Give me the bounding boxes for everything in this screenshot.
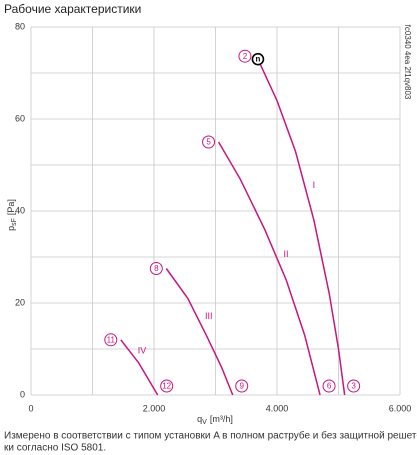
curve-name: II [283, 249, 288, 259]
point-marker [238, 49, 252, 63]
x-tick-label: 2.000 [143, 403, 166, 413]
point-marker-label: 9 [239, 382, 244, 391]
curve-name: IV [138, 346, 147, 356]
point-marker [149, 262, 163, 275]
curve-name: III [205, 311, 213, 321]
y-tick-label: 0 [20, 389, 25, 399]
x-tick-label: 0 [28, 403, 33, 413]
point-marker-label: 12 [162, 382, 171, 391]
point-marker-label: 5 [206, 138, 211, 147]
start-symbol [251, 52, 265, 66]
y-label-main: p [6, 226, 16, 231]
point-marker-label: 8 [154, 264, 159, 273]
point-marker [235, 379, 249, 393]
y-tick-label: 80 [15, 21, 25, 31]
x-label-unit: [m³/h] [210, 414, 233, 424]
x-tick-label: 4.000 [266, 403, 289, 413]
curve [217, 141, 321, 396]
y-label-unit: [Pa] [6, 199, 16, 215]
x-label-sub: V [202, 419, 207, 426]
y-tick-label: 20 [15, 297, 25, 307]
x-axis-label: qV [m³/h] [197, 414, 233, 425]
curve [120, 339, 159, 396]
point-marker [104, 333, 118, 347]
y-label-sub: sF [11, 218, 18, 226]
point-marker [322, 379, 336, 393]
footnote-line: ки согласно ISO 5801. [4, 443, 106, 454]
point-marker-label: 2 [243, 52, 248, 61]
point-marker-label: 11 [107, 335, 116, 344]
y-tick-label: 40 [15, 205, 25, 215]
curve [165, 268, 234, 396]
footnote-line: Измерено в соответствии с типом установк… [4, 430, 417, 442]
y-axis-label: psF [Pa] [6, 199, 17, 231]
point-marker-label: 3 [351, 382, 356, 391]
chart-title: Рабочие характеристики [4, 2, 141, 16]
side-note: fc0340 4ea 2f1qv803 [403, 25, 412, 100]
curve [257, 58, 346, 396]
x-tick-label: 6.000 [389, 403, 412, 413]
point-marker [347, 379, 361, 393]
point-marker [160, 379, 174, 393]
point-marker [202, 135, 216, 149]
point-marker-label: 6 [327, 382, 332, 391]
curve-name: I [313, 180, 316, 190]
y-tick-label: 60 [15, 113, 25, 123]
x-label-main: q [197, 414, 202, 424]
start-symbol-label: n [255, 54, 260, 63]
